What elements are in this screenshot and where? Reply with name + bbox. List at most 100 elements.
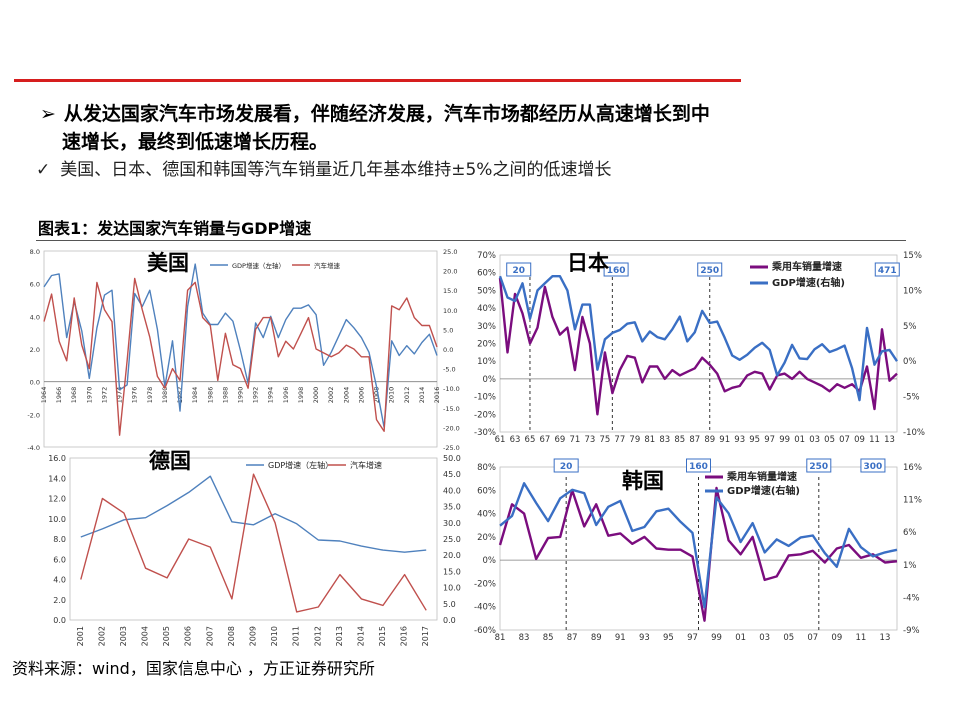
x-tick-label: 93 <box>734 435 745 445</box>
x-tick-label: 2017 <box>421 626 430 646</box>
annotation-box <box>603 262 629 277</box>
y-right-tick-label: 0.0 <box>443 616 456 625</box>
legend-label: 汽车增速 <box>314 261 341 270</box>
x-tick-label: 95 <box>663 633 674 643</box>
y-right-tick-label: 0% <box>903 357 917 367</box>
x-tick-label: 09 <box>831 633 842 643</box>
annotation-label: 471 <box>878 266 897 276</box>
chart-title: 日本 <box>567 251 609 275</box>
plot-frame <box>43 250 438 448</box>
annotation-box <box>874 262 900 277</box>
series-line-b <box>498 275 898 402</box>
bullet-point: ➢ 从发达国家汽车市场发展看，伴随经济发展，汽车市场都经历从高速增长到中 <box>40 100 710 128</box>
x-tick-label: 2009 <box>249 626 258 646</box>
x-tick-label: 81 <box>644 435 655 445</box>
y-right-tick-label: 25.0 <box>443 248 457 256</box>
x-tick-label: 07 <box>807 633 818 643</box>
annotation-box <box>506 262 532 277</box>
bullet-text-line2: 速增长，最终到低速增长历程。 <box>62 131 329 153</box>
x-tick-label: 07 <box>839 435 850 445</box>
x-tick-label: 1976 <box>131 387 139 404</box>
x-tick-label: 75 <box>599 435 610 445</box>
y-right-tick-label: 20.0 <box>443 268 457 276</box>
x-tick-label: 91 <box>615 633 626 643</box>
x-tick-label: 2008 <box>373 387 381 404</box>
legend-label: GDP增速(右轴) <box>727 484 800 497</box>
y-right-tick-label: 10% <box>903 286 922 296</box>
legend-label: 汽车增速 <box>350 460 382 470</box>
x-tick-label: 2016 <box>433 387 441 404</box>
source-note: 资料来源：wind，国家信息中心 ，方正证券研究所 <box>12 659 375 678</box>
y-right-tick-label: 5.0 <box>443 326 453 334</box>
annotation-label: 250 <box>809 462 828 472</box>
annotation-box <box>860 458 886 473</box>
y-left-tick-label: 0% <box>483 375 497 385</box>
x-tick-label: 2013 <box>335 626 344 646</box>
y-left-tick-label: -40% <box>474 603 496 613</box>
x-tick-label: 2007 <box>205 626 214 646</box>
checkmark-icon: ✓ <box>36 160 51 180</box>
y-left-tick-label: 40% <box>477 304 496 314</box>
x-tick-label: 2006 <box>357 387 365 404</box>
x-tick-label: 1996 <box>282 387 290 404</box>
y-left-tick-label: 0.0 <box>53 616 66 625</box>
x-tick-label: 2012 <box>313 626 322 646</box>
annotation-label: 20 <box>560 462 573 472</box>
x-tick-label: 2002 <box>327 387 335 404</box>
y-left-tick-label: 30% <box>477 322 496 332</box>
x-tick-label: 03 <box>759 633 770 643</box>
series-line-b <box>80 473 427 613</box>
y-left-tick-label: 60% <box>477 486 496 496</box>
x-tick-label: 1980 <box>161 387 169 404</box>
x-tick-label: 73 <box>584 435 595 445</box>
header-divider <box>14 79 741 82</box>
y-left-tick-label: 20% <box>477 340 496 350</box>
y-right-tick-label: 20.0 <box>443 551 461 560</box>
y-right-tick-label: -15.0 <box>443 405 460 413</box>
x-tick-label: 13 <box>880 633 891 643</box>
y-right-tick-label: 40.0 <box>443 486 461 495</box>
x-tick-label: 1982 <box>176 387 184 404</box>
x-tick-label: 81 <box>495 633 506 643</box>
y-left-tick-label: 6.0 <box>53 555 66 564</box>
y-right-tick-label: 5.0 <box>443 600 456 609</box>
annotation-box <box>806 458 832 473</box>
y-right-tick-label: -9% <box>903 626 920 636</box>
annotation-label: 160 <box>607 266 626 276</box>
y-left-tick-label: -20% <box>474 410 496 420</box>
y-left-tick-label: 2.0 <box>53 596 66 605</box>
x-tick-label: 87 <box>567 633 578 643</box>
y-left-tick-label: 8.0 <box>30 248 40 256</box>
y-left-tick-label: 80% <box>477 463 496 473</box>
x-tick-label: 09 <box>854 435 865 445</box>
y-right-tick-label: -10.0 <box>443 385 460 393</box>
y-left-tick-label: -2.0 <box>27 411 40 419</box>
y-left-tick-label: 12.0 <box>48 495 66 504</box>
y-right-tick-label: -4% <box>903 593 920 603</box>
x-tick-label: 83 <box>519 633 530 643</box>
x-tick-label: 2008 <box>227 626 236 646</box>
bullet-text-line1: 从发达国家汽车市场发展看，伴随经济发展，汽车市场都经历从高速增长到中 <box>63 103 710 125</box>
plot-frame <box>69 457 438 621</box>
y-right-tick-label: 15% <box>903 251 922 261</box>
x-tick-label: 2016 <box>400 626 409 646</box>
annotation-label: 250 <box>700 266 719 276</box>
y-right-tick-label: -10% <box>903 428 925 438</box>
x-tick-label: 03 <box>809 435 820 445</box>
x-tick-label: 2004 <box>141 626 150 646</box>
y-right-tick-label: 16% <box>903 463 922 473</box>
x-tick-label: 2010 <box>270 626 279 646</box>
y-left-tick-label: 16.0 <box>48 454 66 463</box>
y-left-tick-label: -30% <box>474 428 496 438</box>
x-tick-label: 93 <box>639 633 650 643</box>
y-left-tick-label: 10.0 <box>48 515 66 524</box>
series-line-a <box>80 475 427 553</box>
x-tick-label: 1964 <box>40 387 48 404</box>
x-tick-label: 1998 <box>297 387 305 404</box>
x-tick-label: 2014 <box>356 626 365 646</box>
x-tick-label: 97 <box>764 435 775 445</box>
y-left-tick-label: 2.0 <box>30 346 40 354</box>
y-right-tick-label: 25.0 <box>443 535 461 544</box>
x-tick-label: 69 <box>555 435 566 445</box>
x-tick-label: 1968 <box>70 387 78 404</box>
